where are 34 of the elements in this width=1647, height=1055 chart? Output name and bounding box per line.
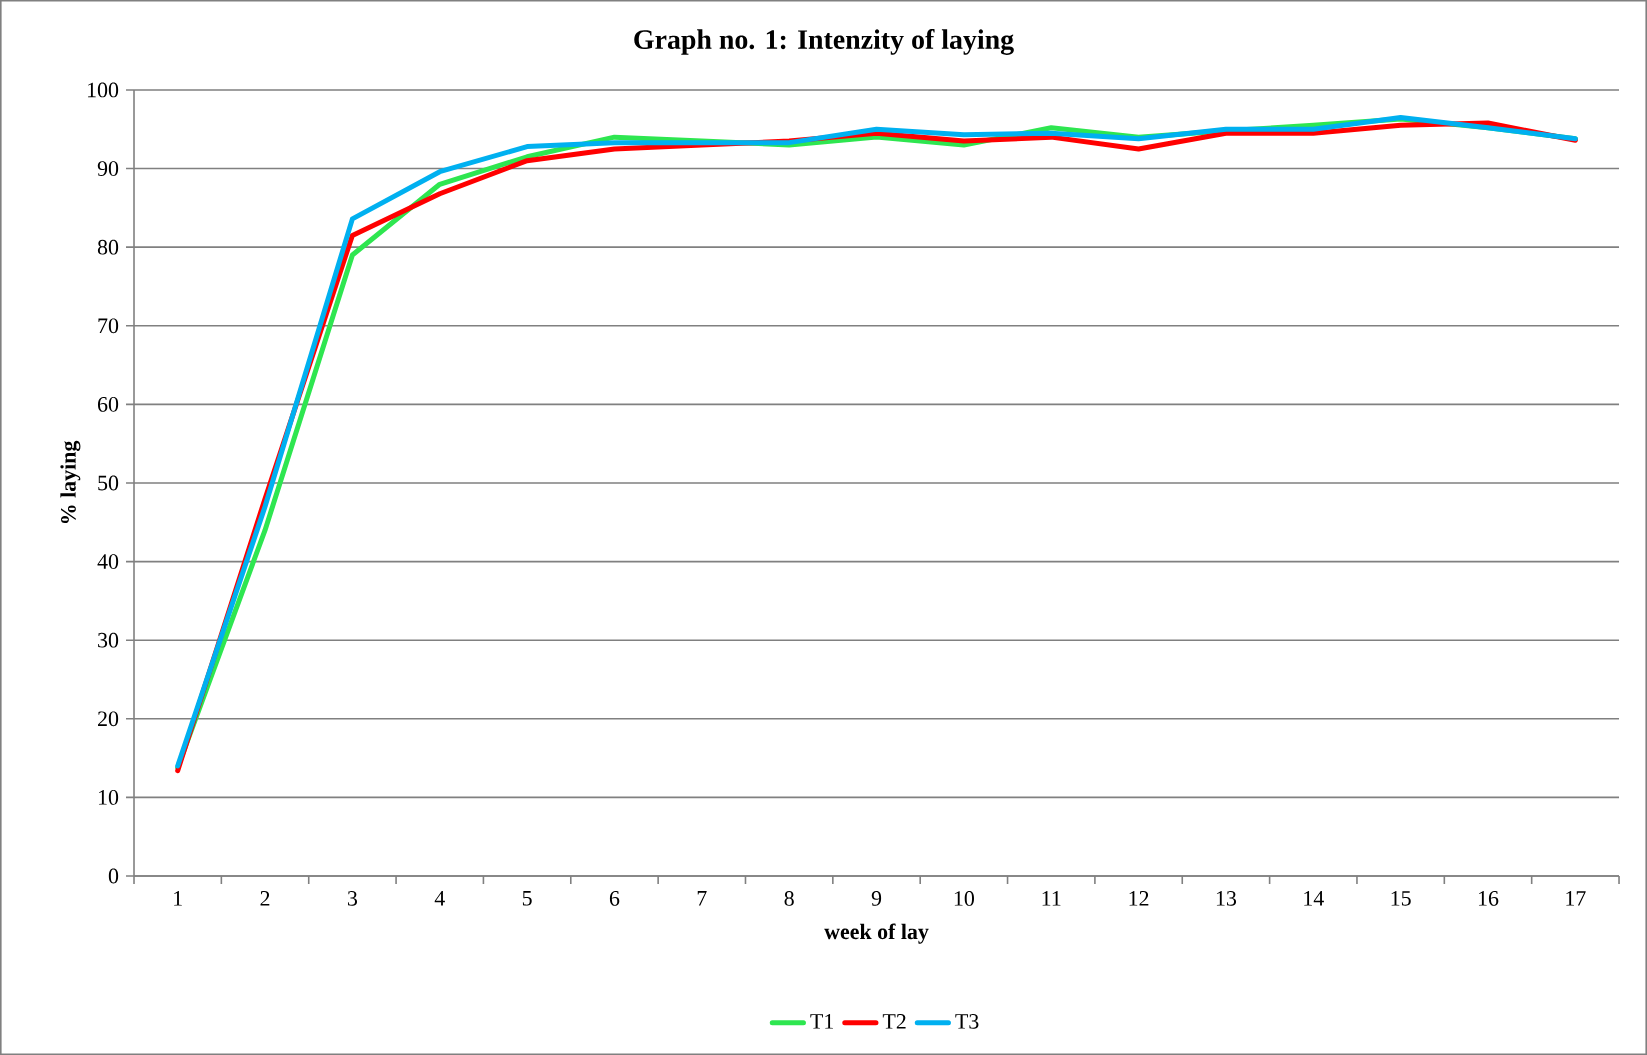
y-tick-label: 90: [97, 161, 119, 176]
x-tick-label: 6: [609, 891, 620, 906]
legend-label: T2: [882, 1014, 906, 1029]
x-tick-label: 8: [784, 891, 794, 906]
x-tick-label: 10: [954, 891, 974, 906]
x-tick-label: 12: [1129, 891, 1149, 906]
y-tick-label: 10: [98, 790, 119, 805]
x-tick-label: 5: [522, 891, 532, 906]
x-tick-label: 15: [1391, 891, 1411, 906]
y-tick-label: 50: [98, 475, 119, 491]
y-tick-label: 20: [98, 711, 119, 727]
x-tick-label: 1: [174, 891, 182, 906]
chart-title: Graph no. 1: Intenzity of laying: [634, 29, 1014, 55]
x-tick-label: 2: [260, 891, 270, 906]
x-tick-label: 16: [1478, 891, 1499, 906]
y-tick-label: 40: [97, 554, 119, 569]
x-tick-label: 3: [347, 891, 358, 906]
x-tick-label: 11: [1042, 891, 1061, 906]
y-tick-label: 30: [98, 632, 119, 648]
y-tick-label: 80: [97, 239, 119, 255]
y-tick-label: 70: [98, 318, 119, 334]
y-tick-label: 0: [108, 868, 119, 884]
y-tick-label: 100: [88, 82, 119, 98]
x-tick-label: 7: [697, 891, 707, 906]
x-axis-title: week of lay: [824, 923, 929, 944]
y-tick-label: 60: [97, 397, 119, 412]
y-axis-title: % laying: [60, 440, 81, 524]
legend-label: T1: [810, 1014, 833, 1029]
x-tick-label: 4: [434, 891, 445, 906]
x-tick-label: 14: [1304, 891, 1324, 906]
legend-label: T3: [955, 1014, 979, 1029]
x-tick-label: 13: [1216, 891, 1237, 906]
x-tick-label: 17: [1566, 891, 1586, 906]
x-tick-label: 9: [871, 891, 882, 906]
